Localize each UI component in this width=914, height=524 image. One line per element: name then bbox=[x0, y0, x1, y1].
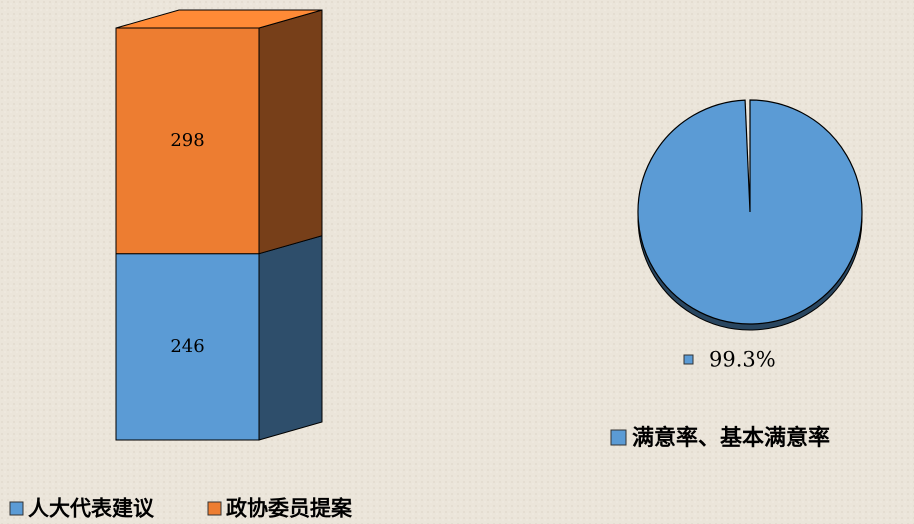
bar-side bbox=[258, 9, 323, 255]
legend-swatch bbox=[610, 429, 627, 446]
data-label: 99.3% bbox=[709, 348, 776, 372]
data-label: 298 bbox=[170, 130, 204, 151]
pie-slice bbox=[637, 99, 863, 325]
legend-swatch bbox=[9, 501, 24, 516]
legend-label: 满意率、基本满意率 bbox=[632, 425, 830, 451]
legend-label: 政协委员提案 bbox=[226, 496, 353, 521]
legend-swatch bbox=[207, 501, 222, 516]
data-label: 246 bbox=[170, 336, 204, 357]
bar-side bbox=[258, 235, 323, 441]
bar-segment bbox=[115, 253, 260, 441]
bar-top bbox=[115, 9, 323, 29]
label-marker bbox=[683, 354, 694, 365]
legend-label: 人大代表建议 bbox=[28, 496, 155, 521]
